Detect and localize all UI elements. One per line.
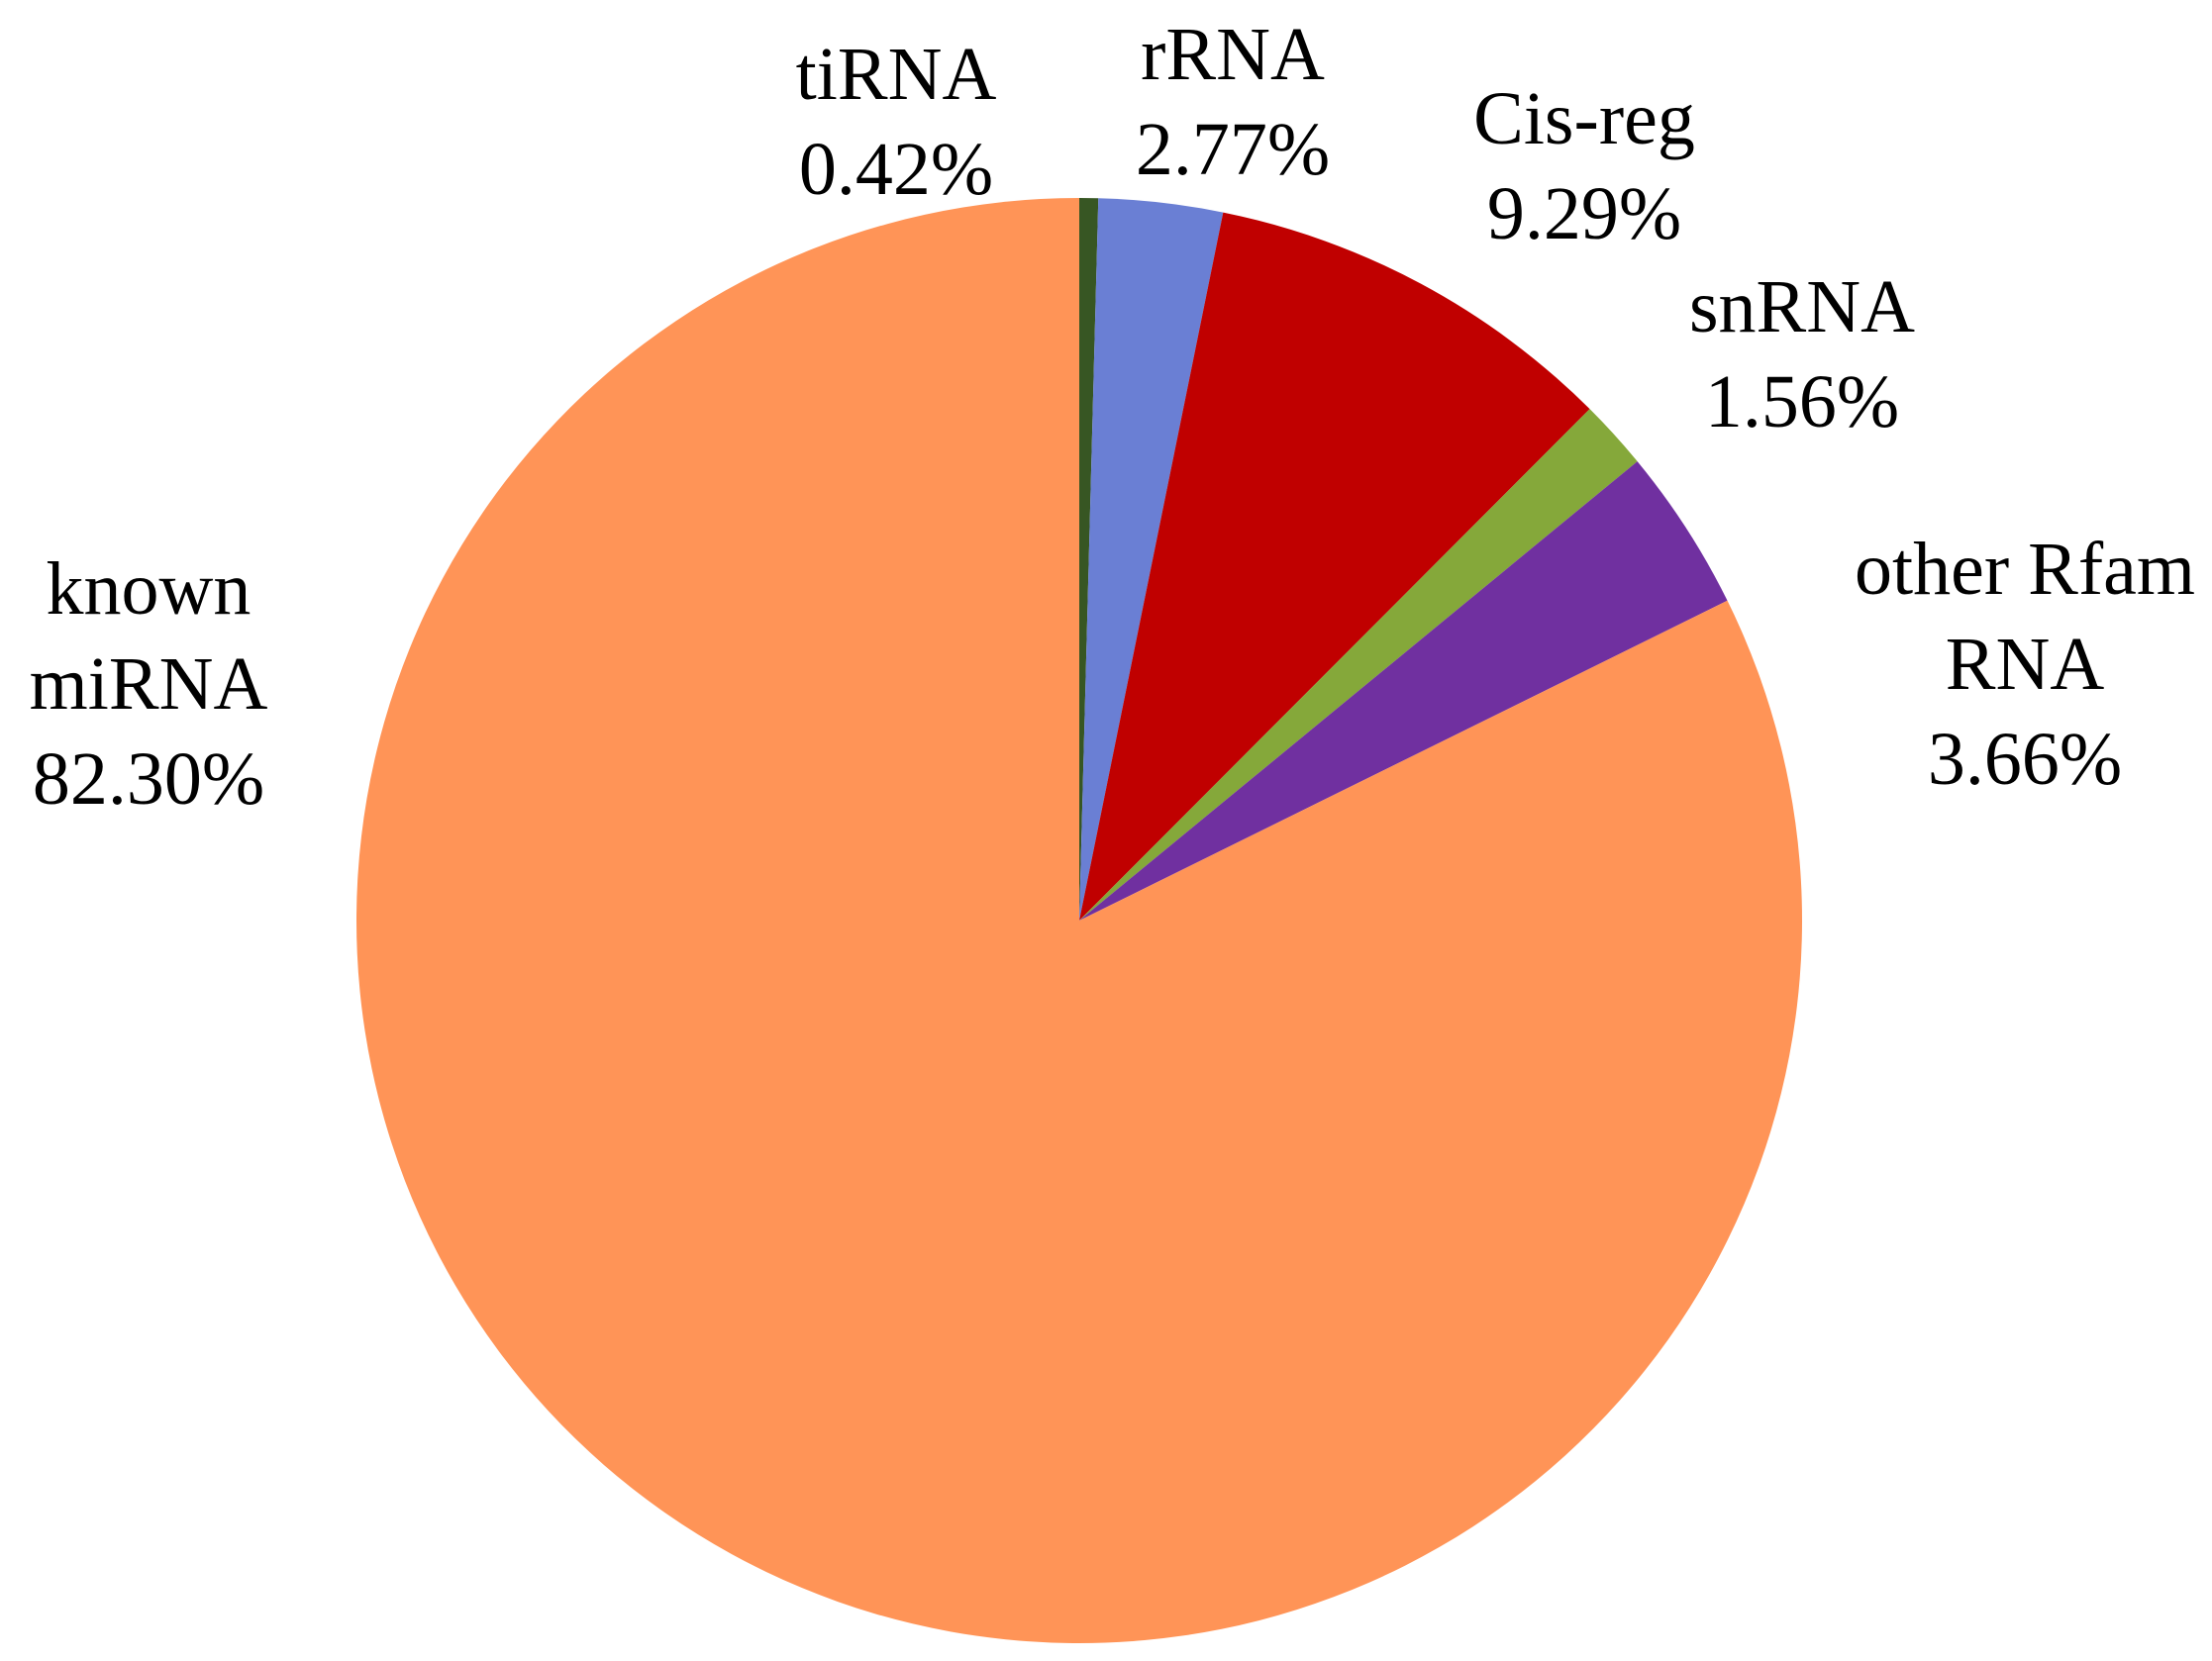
pie-slice-other-rfam-rna bbox=[1079, 461, 1728, 921]
pie-label-rrna: rRNA 2.77% bbox=[1136, 13, 1330, 191]
pie-slice-rrna bbox=[1079, 198, 1224, 921]
pie-slice-tirna bbox=[1079, 197, 1099, 921]
pie-label-cis-reg: Cis-reg 9.29% bbox=[1473, 77, 1695, 255]
pie-slices bbox=[356, 197, 1803, 1643]
pie-slice-cis-reg bbox=[1079, 212, 1590, 922]
pie-label-tirna: tiRNA 0.42% bbox=[796, 33, 997, 211]
pie-label-known-mirna: known miRNA 82.30% bbox=[30, 547, 268, 821]
pie-slice-snrna bbox=[1079, 409, 1638, 921]
pie-labels: tiRNA 0.42% rRNA 2.77% Cis-reg 9.29%snRNA 1.56… bbox=[30, 13, 2195, 821]
pie-label-snrna: snRNA 1.56% bbox=[1689, 265, 1915, 443]
pie-label-other-rfam-rna: other Rfam RNA 3.66% bbox=[1855, 528, 2195, 801]
pie-slice-known-mirna bbox=[356, 198, 1803, 1643]
